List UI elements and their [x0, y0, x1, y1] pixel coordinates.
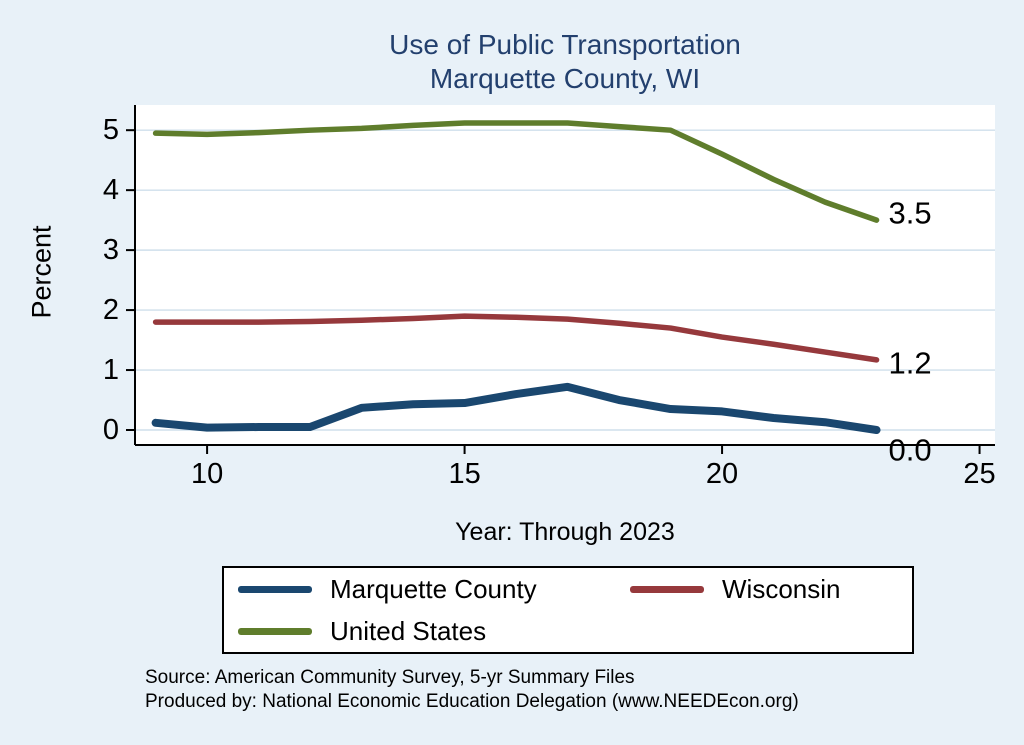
produced-by-line: Produced by: National Economic Education… [145, 691, 799, 712]
y-axis-title: Percent [26, 225, 57, 319]
source-note: Source: American Community Survey, 5-yr … [145, 666, 799, 714]
end-label-wisconsin: 1.2 [889, 345, 932, 380]
x-tick-label: 25 [963, 458, 995, 490]
legend-label-united-states: United States [330, 615, 487, 646]
legend-item-wisconsin: Wisconsin [630, 574, 912, 605]
x-tick-label: 20 [706, 458, 738, 490]
x-tick-label: 10 [191, 458, 223, 490]
end-label-marquette-county: 0.0 [889, 433, 932, 468]
y-tick-label: 4 [103, 174, 119, 206]
legend: Marquette County Wisconsin United States [222, 566, 914, 654]
chart-title: Use of Public Transportation Marquette C… [135, 28, 995, 96]
end-label-united-states: 3.5 [889, 196, 932, 231]
series-line-wisconsin [152, 313, 880, 363]
y-tick-label: 3 [103, 234, 119, 266]
series-line-marquette-county [151, 382, 881, 435]
legend-item-united-states: United States [238, 616, 630, 647]
chart-title-line2: Marquette County, WI [429, 63, 701, 94]
plot-background [135, 105, 995, 445]
source-line: Source: American Community Survey, 5-yr … [145, 667, 635, 688]
x-axis-title: Year: Through 2023 [455, 518, 675, 546]
y-tick-label: 2 [103, 294, 119, 326]
x-tick-label: 15 [448, 458, 480, 490]
legend-item-marquette-county: Marquette County [238, 574, 630, 605]
legend-swatch-marquette-county [238, 585, 312, 593]
legend-label-wisconsin: Wisconsin [722, 573, 841, 604]
legend-label-marquette-county: Marquette County [330, 573, 537, 604]
chart-title-line1: Use of Public Transportation [389, 29, 741, 60]
y-tick-label: 5 [103, 114, 119, 146]
y-tick-label: 1 [103, 354, 119, 386]
legend-swatch-united-states [238, 627, 312, 635]
series-line-united-states [152, 120, 880, 223]
y-tick-label: 0 [103, 414, 119, 446]
legend-swatch-wisconsin [630, 585, 704, 593]
